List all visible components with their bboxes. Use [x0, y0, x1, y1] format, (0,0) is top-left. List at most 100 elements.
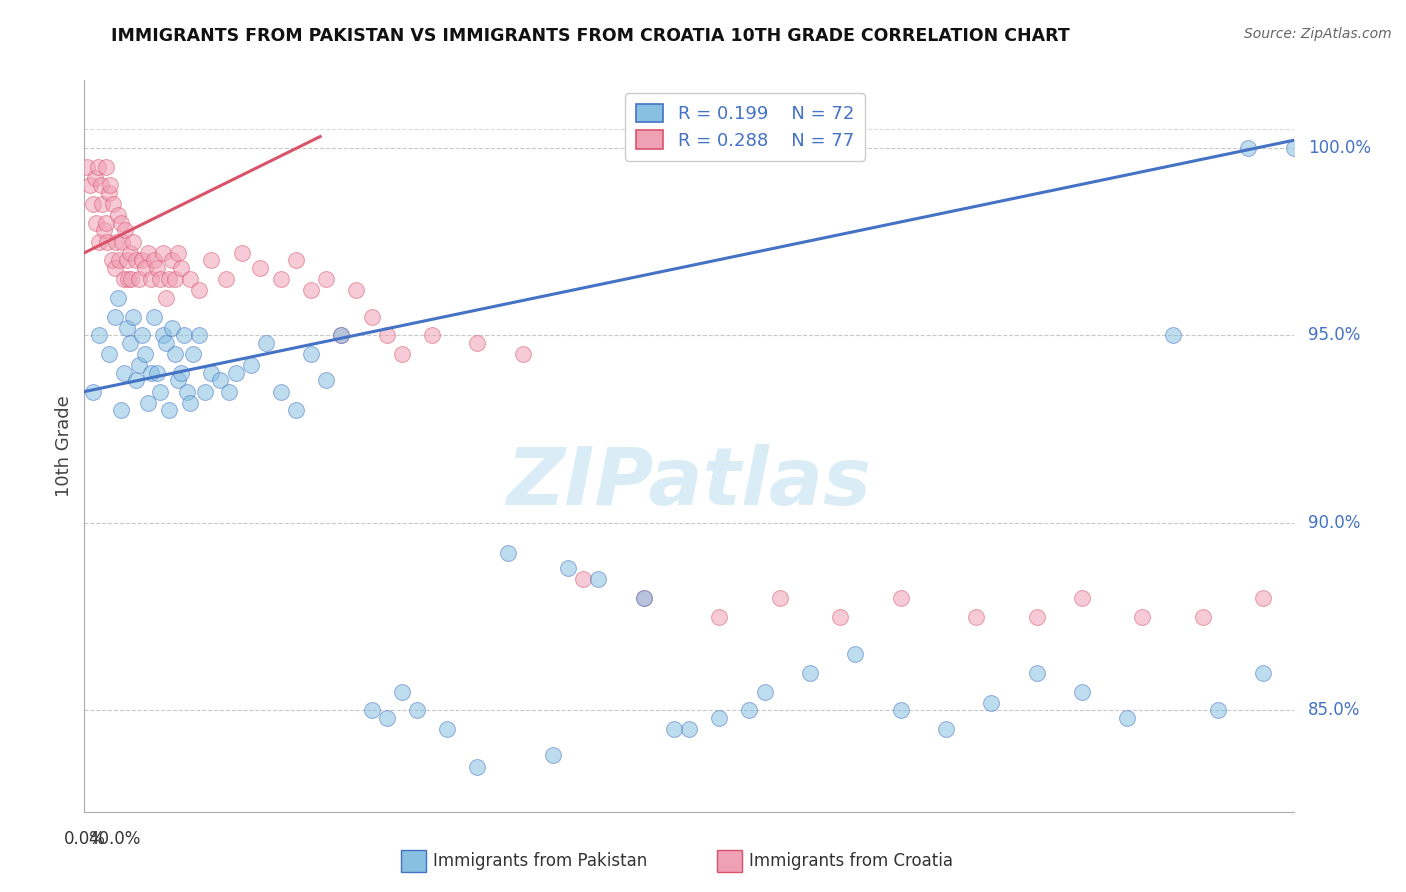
Point	[121, 310, 143, 324]
Point	[107, 291, 129, 305]
Point	[200, 366, 222, 380]
Point	[157, 272, 180, 286]
Point	[118, 245, 141, 260]
Point	[239, 359, 262, 373]
Point	[588, 572, 610, 586]
Text: IMMIGRANTS FROM PAKISTAN VS IMMIGRANTS FROM CROATIA 10TH GRADE CORRELATION CHART: IMMIGRANTS FROM PAKISTAN VS IMMIGRANTS F…	[111, 27, 1070, 45]
Point	[146, 260, 169, 275]
Point	[136, 245, 159, 260]
Point	[173, 328, 195, 343]
Point	[375, 711, 398, 725]
Point	[662, 722, 685, 736]
Point	[1251, 665, 1274, 680]
Point	[165, 272, 187, 286]
Text: Source: ZipAtlas.com: Source: ZipAtlas.com	[1244, 27, 1392, 41]
Point	[830, 609, 852, 624]
Point	[139, 272, 162, 286]
Point	[799, 665, 821, 680]
Point	[89, 235, 111, 249]
Point	[128, 272, 150, 286]
Point	[97, 186, 120, 200]
Point	[299, 347, 322, 361]
Point	[1206, 703, 1229, 717]
Point	[160, 321, 183, 335]
Point	[170, 366, 193, 380]
Point	[157, 403, 180, 417]
Point	[1071, 684, 1094, 698]
Point	[284, 253, 308, 268]
Point	[496, 546, 519, 560]
Text: 0.0%: 0.0%	[63, 830, 105, 848]
Point	[160, 253, 183, 268]
Point	[89, 328, 111, 343]
Point	[110, 403, 132, 417]
Point	[188, 328, 211, 343]
Point	[215, 272, 238, 286]
Point	[218, 384, 240, 399]
Point	[136, 396, 159, 410]
Text: Immigrants from Pakistan: Immigrants from Pakistan	[433, 852, 647, 871]
Point	[330, 328, 353, 343]
Point	[131, 328, 153, 343]
Point	[249, 260, 271, 275]
Text: 90.0%: 90.0%	[1308, 514, 1361, 532]
Point	[117, 272, 139, 286]
Point	[709, 711, 731, 725]
Point	[170, 260, 193, 275]
Point	[107, 208, 129, 222]
Point	[96, 235, 118, 249]
Point	[94, 216, 117, 230]
Point	[93, 223, 115, 237]
Point	[254, 335, 277, 350]
Point	[1237, 141, 1260, 155]
Point	[890, 703, 912, 717]
Point	[118, 335, 141, 350]
Point	[179, 272, 201, 286]
Point	[467, 760, 489, 774]
Point	[104, 310, 127, 324]
Point	[87, 160, 110, 174]
Legend: R = 0.199    N = 72, R = 0.288    N = 77: R = 0.199 N = 72, R = 0.288 N = 77	[626, 93, 865, 161]
Point	[1298, 591, 1320, 605]
Point	[420, 328, 443, 343]
Point	[188, 283, 211, 297]
Point	[225, 366, 247, 380]
Point	[152, 245, 174, 260]
Point	[965, 609, 987, 624]
Point	[125, 373, 148, 387]
Point	[108, 253, 131, 268]
Point	[82, 384, 104, 399]
Point	[120, 272, 142, 286]
Text: 100.0%: 100.0%	[1308, 139, 1371, 157]
Point	[142, 310, 165, 324]
Point	[1025, 609, 1047, 624]
Point	[94, 160, 117, 174]
Point	[375, 328, 398, 343]
Point	[155, 335, 177, 350]
Point	[709, 609, 731, 624]
Point	[360, 310, 382, 324]
Point	[110, 216, 132, 230]
Point	[572, 572, 595, 586]
Point	[139, 366, 162, 380]
Text: ZIPatlas: ZIPatlas	[506, 443, 872, 522]
Point	[980, 696, 1002, 710]
Point	[142, 253, 165, 268]
Point	[167, 245, 190, 260]
Point	[105, 235, 128, 249]
Point	[1071, 591, 1094, 605]
Point	[134, 260, 156, 275]
Point	[128, 359, 150, 373]
Point	[315, 373, 337, 387]
Point	[131, 253, 153, 268]
Point	[391, 684, 413, 698]
Point	[86, 216, 108, 230]
Point	[346, 283, 368, 297]
Point	[167, 373, 190, 387]
Point	[391, 347, 413, 361]
Point	[270, 272, 292, 286]
Point	[101, 197, 124, 211]
Point	[315, 272, 337, 286]
Point	[844, 647, 866, 661]
Y-axis label: 10th Grade: 10th Grade	[55, 395, 73, 497]
